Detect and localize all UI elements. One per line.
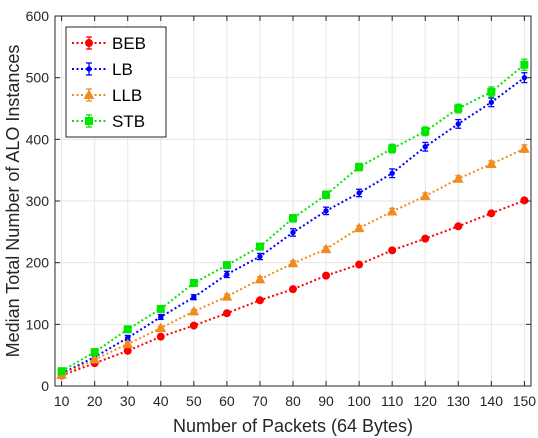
x-tick-label: 90 <box>318 393 334 409</box>
legend-item-lb: LB <box>72 60 133 79</box>
data-point-lb <box>455 121 461 127</box>
x-tick-label: 80 <box>285 393 301 409</box>
data-point-llb <box>287 257 299 268</box>
data-point-llb <box>485 158 497 168</box>
data-point-beb <box>222 309 231 318</box>
x-tick-label: 30 <box>120 393 136 409</box>
data-point-lb <box>356 190 362 196</box>
data-point-stb <box>454 104 463 113</box>
legend-item-llb: LLB <box>72 86 142 105</box>
legend: BEB LB LLB STB <box>65 26 167 138</box>
data-point-stb <box>289 214 297 223</box>
legend-item-beb: BEB <box>72 34 146 53</box>
data-point-beb <box>189 321 198 330</box>
data-point-stb <box>57 367 66 376</box>
data-point-stb <box>189 279 198 288</box>
data-point-stb <box>355 163 364 172</box>
data-point-lb <box>422 144 428 150</box>
x-tick-label: 40 <box>153 393 169 409</box>
data-point-stb <box>421 127 430 136</box>
x-tick-label: 70 <box>252 393 268 409</box>
data-point-beb <box>520 196 529 205</box>
data-point-llb <box>221 291 233 301</box>
legend-label-beb: BEB <box>112 34 146 53</box>
legend-marker-beb <box>85 39 93 47</box>
data-point-beb <box>289 285 297 294</box>
legend-box <box>65 26 167 138</box>
data-point-llb <box>188 305 200 316</box>
x-tick-label: 120 <box>414 393 438 409</box>
y-tick-label: 400 <box>26 131 50 147</box>
x-axis-label: Number of Packets (64 Bytes) <box>173 416 413 436</box>
x-tick-label: 100 <box>347 393 371 409</box>
data-point-beb <box>454 222 463 231</box>
series-layer <box>56 58 530 380</box>
data-point-llb <box>254 273 266 284</box>
ticks: 10 20 30 40 50 60 70 80 90 100 110 120 130 140 150 0 100… <box>26 8 537 409</box>
y-tick-label: 200 <box>26 255 50 271</box>
data-point-stb <box>322 190 331 199</box>
data-point-llb <box>89 353 101 364</box>
data-point-llb <box>320 243 332 254</box>
data-point-beb <box>322 271 331 280</box>
data-point-stb <box>388 144 397 153</box>
data-point-llb <box>452 173 464 183</box>
data-point-stb <box>222 261 231 270</box>
legend-label-lb: LB <box>112 60 133 79</box>
x-tick-label: 10 <box>54 393 70 409</box>
data-point-lb <box>158 314 164 320</box>
data-point-lb <box>488 99 495 106</box>
x-tick-label: 130 <box>447 393 471 409</box>
data-point-llb <box>386 205 398 216</box>
y-tick-label: 300 <box>26 193 50 209</box>
data-point-llb <box>122 338 134 349</box>
x-tick-label: 50 <box>186 393 202 409</box>
y-tick-label: 600 <box>26 8 50 24</box>
series-stb <box>57 58 529 376</box>
data-point-beb <box>487 209 496 218</box>
data-point-lb <box>323 208 329 214</box>
data-point-beb <box>388 246 397 255</box>
y-tick-label: 500 <box>26 70 50 86</box>
x-tick-label: 150 <box>513 393 537 409</box>
data-point-llb <box>353 222 365 233</box>
data-point-lb <box>257 253 263 260</box>
data-point-beb <box>255 296 264 305</box>
x-tick-label: 140 <box>480 393 504 409</box>
legend-item-stb: STB <box>72 112 145 131</box>
x-tick-label: 20 <box>87 393 103 409</box>
data-point-llb <box>419 190 431 201</box>
legend-marker-lb <box>86 66 92 72</box>
data-point-lb <box>521 74 528 81</box>
data-point-stb <box>255 242 264 251</box>
legend-label-llb: LLB <box>112 86 142 105</box>
data-point-beb <box>156 332 165 341</box>
series-llb <box>56 143 530 379</box>
data-point-stb <box>520 60 529 69</box>
y-tick-label: 100 <box>26 316 50 332</box>
series-line-stb <box>61 63 526 373</box>
data-point-beb <box>355 260 364 269</box>
data-point-stb <box>90 348 99 357</box>
data-point-lb <box>191 294 197 300</box>
data-point-llb <box>155 322 167 333</box>
data-point-lb <box>224 271 230 278</box>
data-point-beb <box>421 234 430 243</box>
data-point-lb <box>389 170 395 176</box>
legend-marker-llb <box>83 89 95 99</box>
data-point-stb <box>487 87 496 96</box>
data-point-stb <box>123 325 132 334</box>
x-tick-label: 110 <box>381 393 404 409</box>
y-axis-label: Median Total Number of ALO Instances <box>3 45 23 358</box>
y-tick-label: 0 <box>41 378 49 394</box>
data-point-llb <box>519 143 530 153</box>
legend-marker-stb <box>85 117 93 125</box>
data-point-lb <box>290 229 296 236</box>
x-tick-label: 60 <box>219 393 235 409</box>
data-point-stb <box>156 304 165 313</box>
legend-label-stb: STB <box>112 112 145 131</box>
data-point-beb <box>123 346 132 355</box>
series-line-beb <box>61 199 525 377</box>
